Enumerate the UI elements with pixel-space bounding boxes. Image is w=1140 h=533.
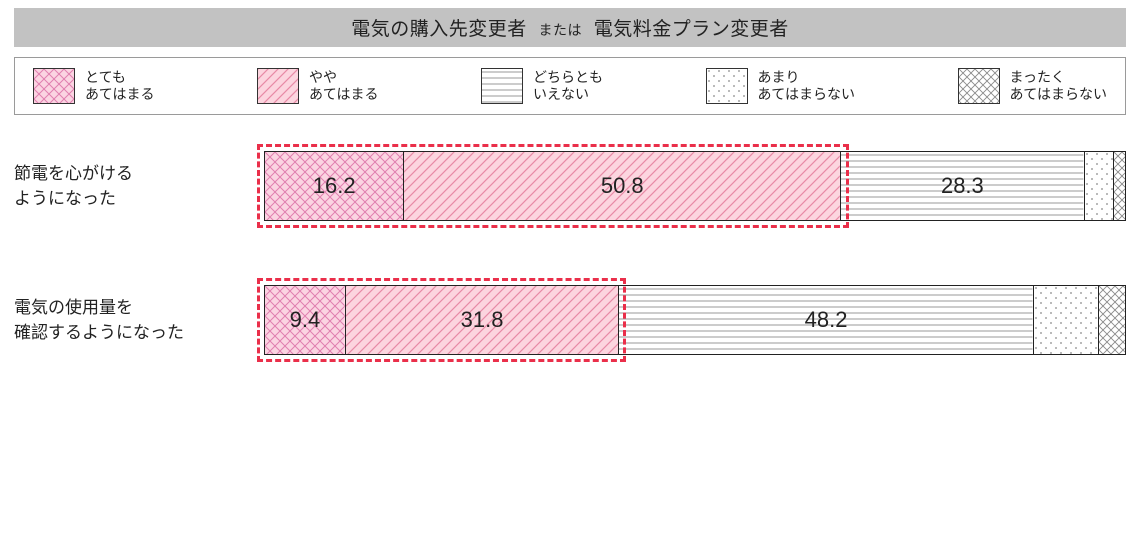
legend-item: とても あてはまる <box>33 68 154 104</box>
bar-segment <box>1034 286 1099 354</box>
row-label: 電気の使用量を 確認するようになった <box>14 295 264 346</box>
row-label: 節電を心がける ようになった <box>14 161 264 212</box>
bar-segment: 9.4 <box>265 286 346 354</box>
segment-fill <box>1099 286 1125 354</box>
bar-segment: 16.2 <box>265 152 404 220</box>
legend-item: やや あてはまる <box>257 68 378 104</box>
legend-swatch <box>706 68 748 104</box>
legend-item: あまり あてはまらない <box>706 68 855 104</box>
bar-segment <box>1085 152 1114 220</box>
title-right: 電気料金プラン変更者 <box>594 19 789 40</box>
bar-segment <box>1114 152 1125 220</box>
chart-row: 電気の使用量を 確認するようになった 9.4 31.8 48.2 <box>14 285 1126 355</box>
legend-swatch <box>481 68 523 104</box>
title-or: または <box>539 22 583 38</box>
segment-value: 48.2 <box>805 307 848 333</box>
title-left: 電気の購入先変更者 <box>351 19 527 40</box>
legend-label: どちらとも いえない <box>533 69 603 104</box>
legend-swatch <box>257 68 299 104</box>
segment-fill <box>1114 152 1125 220</box>
segment-fill <box>1034 286 1098 354</box>
chart: 節電を心がける ようになった 16.2 50.8 28.3 電気の使用量を 確認… <box>14 151 1126 355</box>
segment-value: 28.3 <box>941 173 984 199</box>
bar-segment <box>1099 286 1125 354</box>
bar-segment: 48.2 <box>619 286 1034 354</box>
segment-value: 16.2 <box>313 173 356 199</box>
legend: とても あてはまる やや あてはまる どちらとも いえない あまり あてはまらな… <box>14 57 1126 115</box>
segment-value: 31.8 <box>461 307 504 333</box>
bar-wrap: 9.4 31.8 48.2 <box>264 285 1126 355</box>
segment-value: 50.8 <box>601 173 644 199</box>
legend-swatch <box>958 68 1000 104</box>
stacked-bar: 9.4 31.8 48.2 <box>264 285 1126 355</box>
bar-wrap: 16.2 50.8 28.3 <box>264 151 1126 221</box>
segment-fill <box>1085 152 1113 220</box>
stacked-bar: 16.2 50.8 28.3 <box>264 151 1126 221</box>
bar-segment: 31.8 <box>346 286 619 354</box>
segment-value: 9.4 <box>290 307 321 333</box>
legend-label: あまり あてはまらない <box>758 69 855 104</box>
chart-row: 節電を心がける ようになった 16.2 50.8 28.3 <box>14 151 1126 221</box>
legend-item: まったく あてはまらない <box>958 68 1107 104</box>
bar-segment: 28.3 <box>841 152 1084 220</box>
legend-swatch <box>33 68 75 104</box>
title-banner: 電気の購入先変更者 または 電気料金プラン変更者 <box>14 8 1126 47</box>
bar-segment: 50.8 <box>404 152 841 220</box>
legend-label: とても あてはまる <box>85 69 154 104</box>
legend-label: まったく あてはまらない <box>1010 69 1107 104</box>
legend-item: どちらとも いえない <box>481 68 603 104</box>
legend-label: やや あてはまる <box>309 69 378 104</box>
